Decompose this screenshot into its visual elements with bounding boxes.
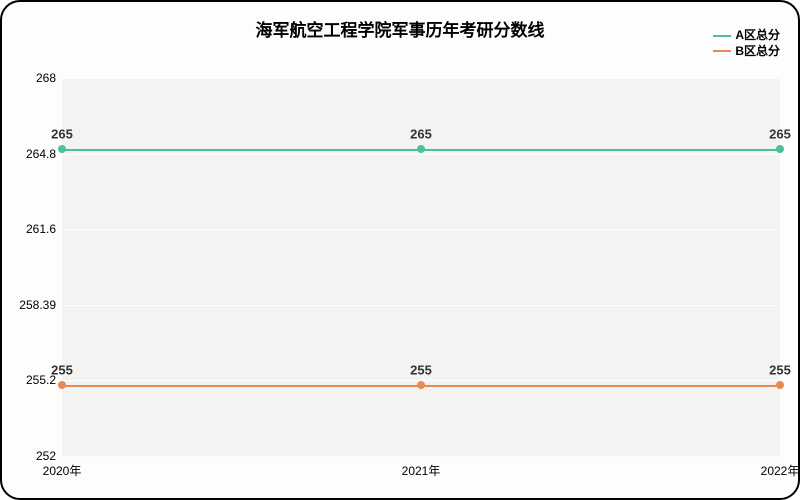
data-point [417,145,425,153]
y-tick-label: 258.39 [19,298,62,312]
legend-item-b: B区总分 [713,44,780,60]
chart-title: 海军航空工程学院军事历年考研分数线 [256,16,545,41]
data-point-label: 265 [51,126,73,141]
data-point-label: 265 [769,126,791,141]
gridline [62,78,780,79]
data-point [417,381,425,389]
legend: A区总分 B区总分 [713,28,780,59]
y-tick-label: 268 [36,71,62,85]
y-tick-label: 261.6 [26,222,62,236]
legend-swatch-a [713,35,731,37]
legend-label-a: A区总分 [735,28,780,44]
data-point-label: 255 [410,363,432,378]
plot-area: 252255.2258.39261.6264.82682020年2021年202… [62,78,780,456]
x-tick-label: 2020年 [43,456,82,479]
x-tick-label: 2021年 [402,456,441,479]
data-point [776,381,784,389]
legend-label-b: B区总分 [735,44,780,60]
data-point [58,381,66,389]
gridline [62,305,780,306]
chart-container: 海军航空工程学院军事历年考研分数线 A区总分 B区总分 252255.2258.… [0,0,800,500]
gridline [62,229,780,230]
data-point [776,145,784,153]
gridline [62,154,780,155]
legend-item-a: A区总分 [713,28,780,44]
data-point-label: 255 [769,363,791,378]
data-point [58,145,66,153]
data-point-label: 265 [410,126,432,141]
data-point-label: 255 [51,363,73,378]
x-tick-label: 2022年 [761,456,800,479]
legend-swatch-b [713,50,731,52]
y-tick-label: 264.8 [26,147,62,161]
